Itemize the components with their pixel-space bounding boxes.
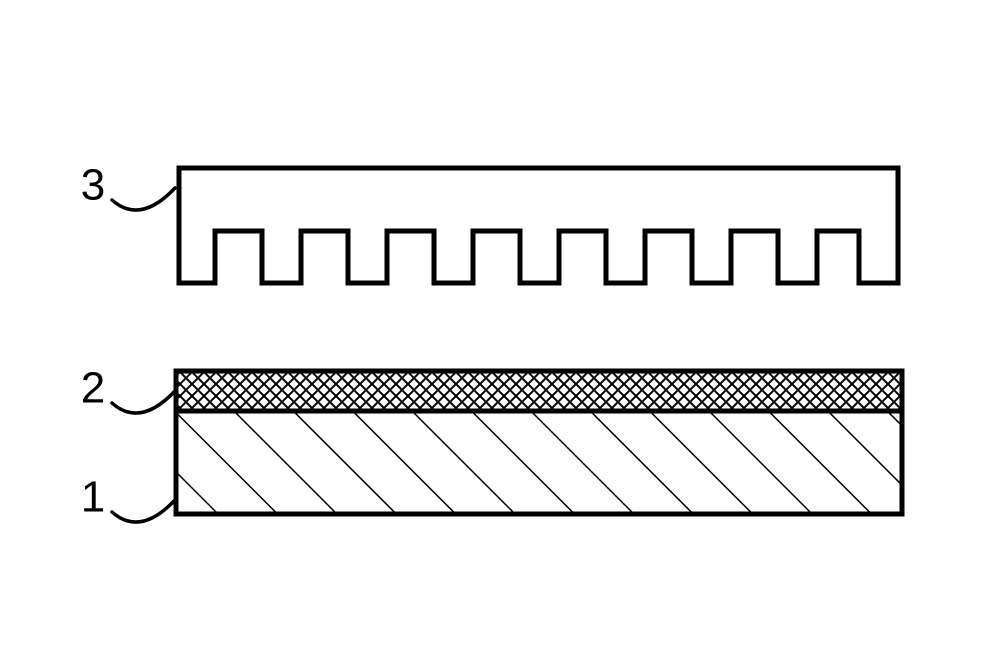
label-3: 3: [81, 161, 105, 210]
label-1: 1: [81, 473, 105, 522]
labels: 3 2 1: [81, 161, 105, 522]
leader-3: [112, 188, 175, 210]
label-2: 2: [81, 364, 105, 413]
substrate-layer: [176, 411, 902, 514]
leader-lines: [112, 188, 175, 522]
leader-2: [112, 391, 175, 413]
film-layer: [176, 371, 902, 411]
mold: [179, 168, 898, 283]
leader-1: [112, 500, 175, 522]
